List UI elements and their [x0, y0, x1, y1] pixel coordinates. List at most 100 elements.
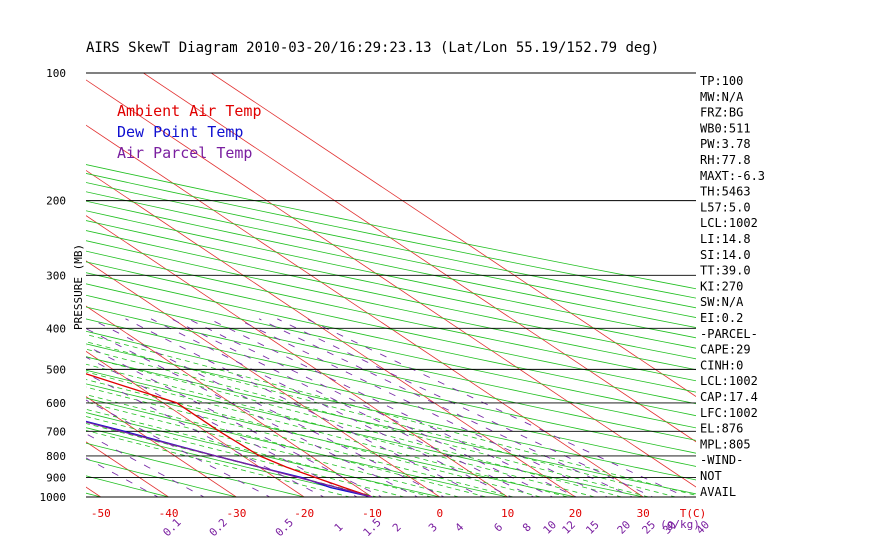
pressure-tick-label: 100	[46, 67, 66, 80]
dry-adiabat-line	[86, 210, 696, 339]
stat-item: EI:0.2	[700, 311, 743, 325]
stat-item: MW:N/A	[700, 90, 744, 104]
bottom-temp-tick-label: -50	[91, 507, 111, 520]
chart-title: AIRS SkewT Diagram 2010-03-20/16:29:23.1…	[86, 40, 659, 56]
legend-entry: Ambient Air Temp	[117, 102, 262, 120]
profiles	[86, 373, 373, 497]
mixing-ratio-line	[86, 356, 359, 497]
stat-item: WB0:511	[700, 121, 751, 135]
stat-item: KI:270	[700, 279, 743, 293]
dry-adiabat-line	[86, 343, 696, 481]
dry-adiabats	[86, 164, 696, 497]
moist-adiabat-line	[86, 341, 678, 497]
stat-item: LCL:1002	[700, 374, 758, 388]
stat-item: TT:39.0	[700, 264, 751, 278]
dry-adiabat-line	[86, 283, 696, 417]
stat-item: SI:14.0	[700, 248, 751, 262]
dry-adiabat-line	[86, 356, 696, 495]
profile-line	[86, 373, 373, 497]
mixing-ratio-tick-label: 3	[426, 521, 440, 535]
moist-adiabat-line	[86, 416, 406, 497]
stat-item: -PARCEL-	[700, 327, 758, 341]
bottom-temp-tick-label: 0	[436, 507, 443, 520]
dry-adiabat-line	[86, 200, 696, 328]
dry-adiabat-line	[86, 182, 696, 309]
isotherm-line	[86, 124, 644, 497]
bottom-temp-tick-label: 10	[501, 507, 514, 520]
isotherm-line	[86, 169, 577, 497]
moist-adiabat-line	[86, 333, 696, 496]
mixing-ratio-tick-label: 10	[541, 518, 560, 537]
isotherm-line	[86, 441, 170, 497]
stat-item: CAP:17.4	[700, 390, 758, 404]
dry-adiabat-line	[86, 261, 696, 393]
bottom-temp-tick-label: -10	[362, 507, 382, 520]
mixing-ratio-tick-label: 12	[560, 518, 579, 537]
dry-adiabat-line	[86, 475, 171, 497]
isobars	[86, 72, 696, 498]
legend-entry: Dew Point Temp	[117, 123, 243, 141]
mixing-ratio-tick-label: 20	[615, 518, 634, 537]
stat-item: CINH:0	[700, 358, 743, 372]
pressure-tick-label: 500	[46, 363, 66, 376]
isotherm-line	[86, 215, 509, 497]
pressure-tick-label: 600	[46, 397, 66, 410]
dry-adiabat-line	[86, 173, 696, 299]
mixing-ratio-tick-label: 0.5	[273, 516, 296, 539]
stat-item: MPL:805	[700, 437, 751, 451]
stat-item: EL:876	[700, 422, 743, 436]
isotherm-line	[86, 350, 305, 497]
moist-adiabat-line	[86, 408, 434, 497]
mixing-ratio-line	[86, 433, 205, 497]
dry-adiabat-line	[86, 294, 696, 429]
mixing-ratio-line	[187, 318, 554, 497]
pressure-tick-label: 700	[46, 425, 66, 438]
isotherm-line	[210, 73, 696, 397]
mixing-ratio-tick-label: 8	[520, 521, 534, 535]
stat-item: CAPE:29	[700, 343, 751, 357]
pressure-tick-label: 1000	[40, 491, 67, 504]
bottom-temp-tick-label: 30	[637, 507, 650, 520]
legend-entry: Air Parcel Temp	[117, 144, 252, 162]
isotherm-line	[142, 73, 696, 443]
isotherm-line	[86, 305, 373, 497]
legend: Ambient Air Temp Dew Point Temp Air Parcel…	[117, 102, 262, 162]
pressure-tick-label: 900	[46, 472, 66, 485]
dry-adiabat-line	[86, 191, 696, 318]
bottom-temp-tick-label: -20	[294, 507, 314, 520]
dry-adiabat-line	[86, 442, 306, 497]
moist-adiabat-line	[86, 371, 570, 497]
stat-item: LCL:1002	[700, 216, 758, 230]
moist-adiabat-line	[86, 394, 488, 497]
mixing-ratio-lines	[86, 318, 687, 497]
dry-adiabat-line	[86, 383, 578, 497]
mixing-ratio-tick-label: 4	[453, 520, 467, 534]
dry-adiabat-line	[86, 458, 239, 497]
stat-item: FRZ:BG	[700, 106, 743, 120]
moist-adiabat-line	[86, 386, 516, 497]
mixing-ratio-line	[258, 318, 634, 497]
moist-adiabat-line	[86, 423, 379, 497]
stat-item: PW:3.78	[700, 137, 751, 151]
dry-adiabat-line	[86, 272, 696, 405]
x-axis-label: T(C)	[680, 507, 707, 520]
stat-item: TH:5463	[700, 185, 751, 199]
isotherm-line	[0, 0, 46, 506]
dry-adiabat-line	[86, 397, 510, 497]
profile-line	[86, 420, 373, 497]
isotherm-line	[86, 396, 238, 497]
mixing-ratio-tick-label: 25	[640, 518, 659, 537]
mixing-ratio-line	[209, 318, 578, 497]
dry-adiabat-line	[86, 330, 696, 467]
stat-item: SW:N/A	[700, 295, 744, 309]
y-axis-label: PRESSURE (MB)	[72, 244, 85, 330]
pressure-tick-label: 400	[46, 322, 66, 335]
stat-item: NOT	[700, 469, 722, 483]
dry-adiabat-line	[86, 318, 696, 454]
stat-item: -WIND-	[700, 453, 743, 467]
mixing-ratio-line	[86, 328, 419, 497]
bottom-temp-tick-label: -40	[159, 507, 179, 520]
